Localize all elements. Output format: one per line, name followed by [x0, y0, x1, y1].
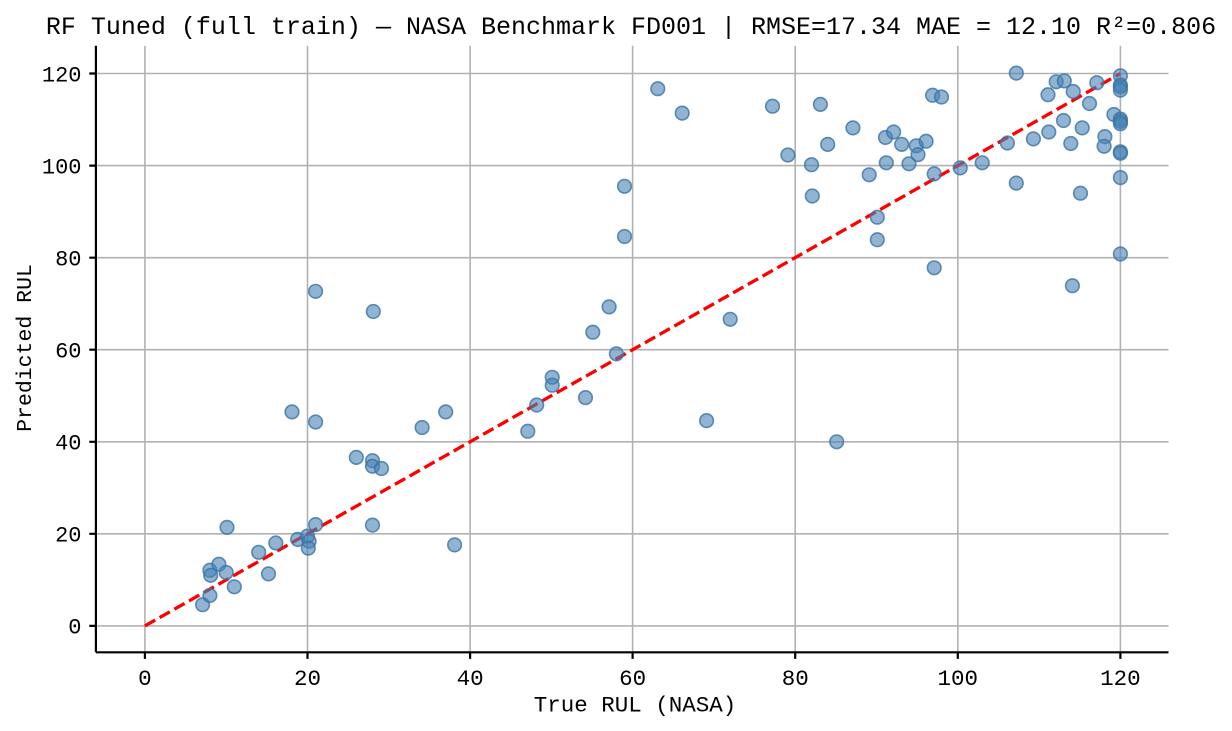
svg-text:120: 120 [42, 63, 82, 88]
svg-text:20: 20 [294, 666, 321, 692]
svg-text:RF Tuned (full train) — NASA B: RF Tuned (full train) — NASA Benchmark F… [46, 13, 1216, 42]
svg-text:100: 100 [42, 155, 82, 180]
svg-text:0: 0 [138, 666, 152, 692]
svg-text:20: 20 [55, 524, 81, 549]
svg-text:60: 60 [619, 666, 646, 692]
svg-text:True RUL (NASA): True RUL (NASA) [534, 693, 737, 719]
svg-text:100: 100 [938, 666, 979, 692]
svg-text:80: 80 [782, 666, 809, 692]
svg-text:40: 40 [457, 666, 484, 692]
svg-text:0: 0 [68, 616, 81, 641]
svg-text:80: 80 [55, 248, 81, 273]
svg-text:120: 120 [1100, 666, 1141, 692]
svg-text:Predicted RUL: Predicted RUL [14, 264, 38, 432]
svg-text:40: 40 [55, 432, 81, 457]
svg-text:60: 60 [55, 340, 81, 365]
